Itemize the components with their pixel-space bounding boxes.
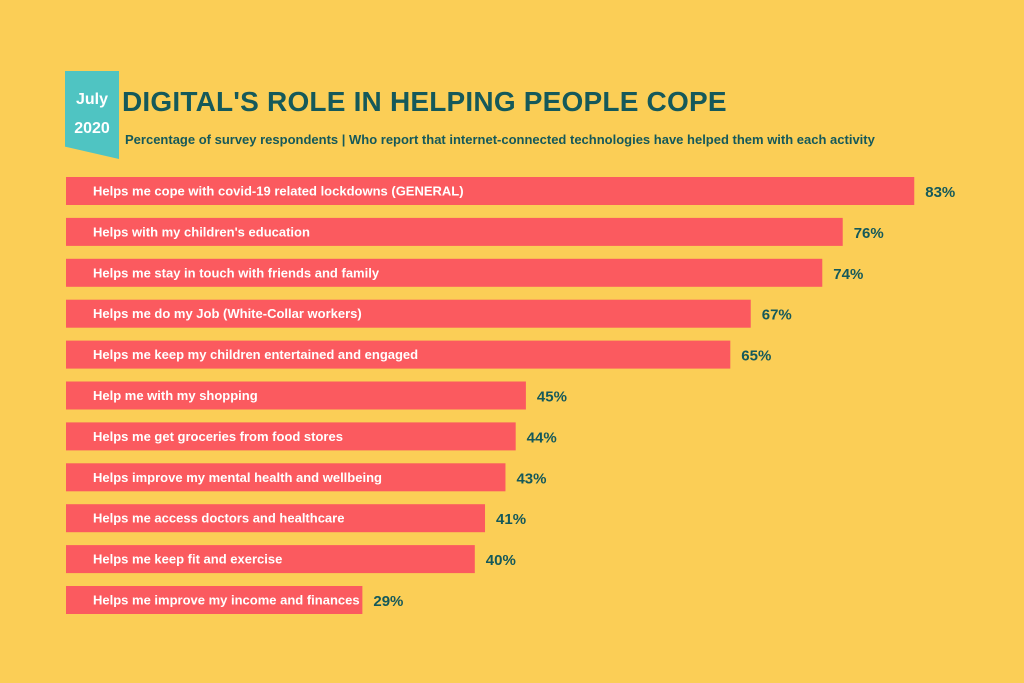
bar-7 bbox=[66, 422, 516, 451]
bar-value-label: 45% bbox=[537, 389, 567, 406]
badge-year: 2020 bbox=[74, 120, 110, 137]
bar-value-label: 43% bbox=[516, 470, 546, 487]
bar-category-label: Help me with my shopping bbox=[93, 388, 258, 403]
bar-10 bbox=[66, 545, 475, 574]
bar-11 bbox=[66, 586, 363, 614]
bar-category-label: Helps me do my Job (White-Collar workers… bbox=[93, 306, 362, 321]
bar-category-label: Helps me keep my children entertained an… bbox=[93, 347, 418, 362]
bar-value-label: 65% bbox=[741, 348, 771, 365]
bar-5 bbox=[66, 340, 731, 369]
date-badge: July 2020 bbox=[65, 71, 119, 159]
bar-8 bbox=[66, 463, 506, 492]
bar-value-label: 40% bbox=[486, 552, 516, 569]
bar-6 bbox=[66, 381, 526, 410]
bar-2 bbox=[66, 217, 843, 246]
bar-category-label: Helps me keep fit and exercise bbox=[93, 552, 282, 567]
bar-4 bbox=[66, 299, 751, 328]
bar-value-label: 29% bbox=[373, 593, 403, 610]
bar-value-label: 67% bbox=[762, 307, 792, 324]
bar-value-label: 41% bbox=[496, 511, 526, 528]
bar-value-label: 83% bbox=[925, 184, 955, 201]
bar-category-label: Helps me access doctors and healthcare bbox=[93, 511, 344, 526]
bar-value-label: 44% bbox=[527, 429, 557, 446]
bar-3 bbox=[66, 258, 823, 287]
badge-month: July bbox=[75, 91, 108, 108]
bar-category-label: Helps me stay in touch with friends and … bbox=[93, 265, 380, 280]
bar-value-label: 74% bbox=[833, 266, 863, 283]
bar-value-label: 76% bbox=[854, 225, 884, 242]
bar-9 bbox=[66, 504, 486, 533]
bar-category-label: Helps improve my mental health and wellb… bbox=[93, 470, 382, 485]
bar-category-label: Helps me get groceries from food stores bbox=[93, 429, 343, 444]
bar-category-label: Helps with my children's education bbox=[93, 224, 310, 239]
bar-category-label: Helps me cope with covid-19 related lock… bbox=[93, 184, 464, 199]
chart-title: DIGITAL'S ROLE IN HELPING PEOPLE COPE bbox=[122, 86, 727, 117]
chart-subtitle: Percentage of survey respondents | Who r… bbox=[125, 132, 875, 147]
bar-category-label: Helps me improve my income and finances bbox=[93, 593, 360, 608]
bar-1 bbox=[66, 177, 915, 205]
